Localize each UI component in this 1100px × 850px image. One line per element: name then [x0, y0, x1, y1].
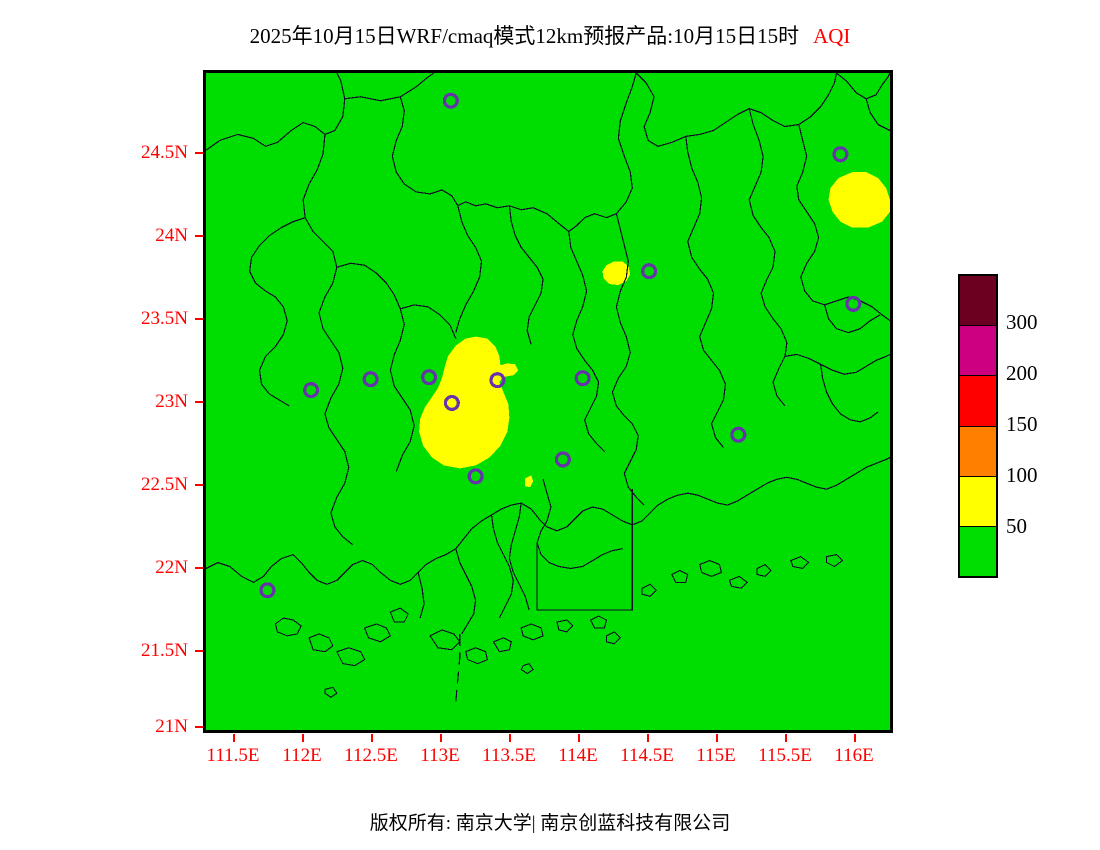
x-tick-mark-7	[716, 734, 718, 742]
y-tick-label-2: 23.5N	[141, 308, 188, 329]
station-marker[interactable]	[845, 295, 862, 312]
colorbar-band-severe	[960, 276, 996, 327]
colorbar-label-100: 100	[1006, 463, 1038, 487]
colorbar-band-very-unhealthy	[960, 326, 996, 377]
observation-stations[interactable]	[259, 92, 862, 599]
region-small-speck-central	[525, 475, 534, 488]
x-tick-label-8: 115.5E	[758, 745, 812, 766]
x-tick-label-5: 114E	[558, 745, 598, 766]
station-marker[interactable]	[467, 468, 484, 485]
colorbar-label-150: 150	[1006, 412, 1038, 436]
x-tick-label-3: 113E	[420, 745, 460, 766]
x-tick-mark-8	[785, 734, 787, 742]
x-tick-label-9: 116E	[834, 745, 874, 766]
footer-credit: 版权所有: 南京大学| 南京创蓝科技有限公司	[369, 813, 731, 834]
colorbar-label-300: 300	[1006, 310, 1038, 334]
x-tick-mark-0	[233, 734, 235, 742]
y-tick-mark-0	[195, 152, 203, 154]
x-tick-mark-2	[371, 734, 373, 742]
y-tick-mark-7	[195, 726, 203, 728]
x-tick-mark-4	[509, 734, 511, 742]
y-tick-label-4: 22.5N	[141, 474, 188, 495]
map-background	[206, 73, 890, 730]
aqi-colorbar[interactable]	[958, 274, 998, 578]
colorbar-label-50: 50	[1006, 514, 1027, 538]
y-tick-label-3: 23N	[155, 391, 188, 412]
station-marker[interactable]	[443, 394, 460, 412]
y-tick-label-0: 24.5N	[141, 142, 188, 163]
map-canvas	[206, 73, 890, 730]
station-marker[interactable]	[832, 146, 849, 163]
region-heyuan-patch	[602, 261, 631, 286]
y-tick-mark-2	[195, 318, 203, 320]
region-northeast-patch	[828, 172, 890, 228]
station-marker[interactable]	[362, 371, 379, 388]
page-title: 2025年10月15日WRF/cmaq模式12km预报产品:10月15日15时 A…	[0, 20, 1100, 50]
aqi-band-50-100-regions	[419, 172, 890, 488]
x-tick-label-1: 112E	[282, 745, 322, 766]
x-tick-mark-3	[440, 734, 442, 742]
y-tick-label-5: 22N	[155, 557, 188, 578]
station-marker[interactable]	[554, 451, 571, 468]
y-tick-label-6: 21.5N	[141, 640, 188, 661]
region-pearl-river-delta-plume	[419, 336, 519, 469]
station-marker[interactable]	[641, 263, 658, 280]
y-tick-mark-3	[195, 401, 203, 403]
administrative-boundaries	[206, 73, 890, 702]
x-tick-label-2: 112.5E	[344, 745, 398, 766]
x-tick-label-4: 113.5E	[482, 745, 536, 766]
station-marker[interactable]	[574, 370, 591, 387]
x-tick-mark-9	[854, 734, 856, 742]
x-tick-mark-1	[302, 734, 304, 742]
colorbar-band-moderate	[960, 476, 996, 527]
station-marker[interactable]	[303, 382, 320, 399]
station-marker[interactable]	[489, 372, 506, 389]
y-tick-mark-1	[195, 235, 203, 237]
x-tick-label-7: 115E	[696, 745, 736, 766]
y-tick-mark-6	[195, 650, 203, 652]
x-tick-label-0: 111.5E	[206, 745, 260, 766]
title-main-text: 2025年10月15日WRF/cmaq模式12km预报产品:10月15日15时	[249, 24, 800, 48]
title-variable-text: AQI	[813, 24, 851, 48]
colorbar-band-unhealthy-sensitive	[960, 426, 996, 477]
x-tick-mark-6	[647, 734, 649, 742]
x-tick-label-6: 114.5E	[620, 745, 674, 766]
colorbar-band-unhealthy	[960, 376, 996, 427]
y-tick-mark-5	[195, 567, 203, 569]
y-tick-label-1: 24N	[155, 225, 188, 246]
station-marker[interactable]	[730, 426, 747, 443]
colorbar-band-good	[960, 526, 996, 577]
y-tick-label-7: 21N	[155, 716, 188, 737]
colorbar-label-200: 200	[1006, 361, 1038, 385]
x-tick-mark-5	[578, 734, 580, 742]
station-marker[interactable]	[259, 582, 276, 599]
station-marker[interactable]	[421, 369, 438, 386]
y-tick-mark-4	[195, 484, 203, 486]
aqi-forecast-map[interactable]	[203, 70, 893, 733]
station-marker[interactable]	[442, 92, 459, 109]
